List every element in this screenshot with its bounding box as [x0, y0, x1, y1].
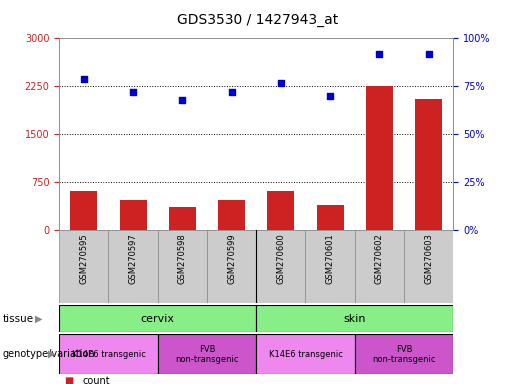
Text: FVB
non-transgenic: FVB non-transgenic	[175, 344, 239, 364]
Text: skin: skin	[344, 314, 366, 324]
Bar	[404, 230, 453, 303]
Text: count: count	[82, 376, 110, 384]
Bar	[256, 334, 355, 374]
Text: FVB
non-transgenic: FVB non-transgenic	[372, 344, 436, 364]
Bar	[169, 207, 196, 230]
Bar	[218, 200, 245, 230]
Text: GSM270602: GSM270602	[375, 233, 384, 284]
Bar	[355, 334, 453, 374]
Text: GSM270597: GSM270597	[129, 233, 138, 284]
Point	[326, 93, 334, 99]
Bar	[71, 191, 97, 230]
Bar	[59, 334, 158, 374]
Text: ■: ■	[64, 376, 74, 384]
Bar	[59, 305, 256, 332]
Bar	[119, 200, 147, 230]
Bar	[415, 99, 442, 230]
Bar	[158, 334, 256, 374]
Point	[129, 89, 137, 95]
Bar	[109, 230, 158, 303]
Bar	[207, 230, 256, 303]
Point	[228, 89, 236, 95]
Bar	[267, 191, 295, 230]
Point	[178, 97, 186, 103]
Text: GSM270600: GSM270600	[277, 233, 285, 284]
Text: tissue: tissue	[3, 314, 33, 324]
Text: GSM270603: GSM270603	[424, 233, 433, 284]
Text: GSM270601: GSM270601	[325, 233, 335, 284]
Point	[375, 51, 384, 57]
Bar	[366, 86, 393, 230]
Bar	[256, 230, 305, 303]
Point	[277, 79, 285, 86]
Bar	[256, 305, 453, 332]
Bar	[158, 230, 207, 303]
Text: K14E6 transgenic: K14E6 transgenic	[72, 350, 145, 359]
Text: K14E6 transgenic: K14E6 transgenic	[268, 350, 342, 359]
Point	[424, 51, 433, 57]
Bar	[305, 230, 355, 303]
Text: genotype/variation: genotype/variation	[3, 349, 95, 359]
Text: GSM270599: GSM270599	[227, 233, 236, 284]
Text: ▶: ▶	[48, 349, 56, 359]
Text: GDS3530 / 1427943_at: GDS3530 / 1427943_at	[177, 13, 338, 27]
Text: GSM270595: GSM270595	[79, 233, 89, 284]
Bar	[355, 230, 404, 303]
Text: ▶: ▶	[35, 314, 43, 324]
Text: cervix: cervix	[141, 314, 175, 324]
Bar	[317, 205, 344, 230]
Text: GSM270598: GSM270598	[178, 233, 187, 284]
Point	[80, 76, 88, 82]
Bar	[59, 230, 109, 303]
